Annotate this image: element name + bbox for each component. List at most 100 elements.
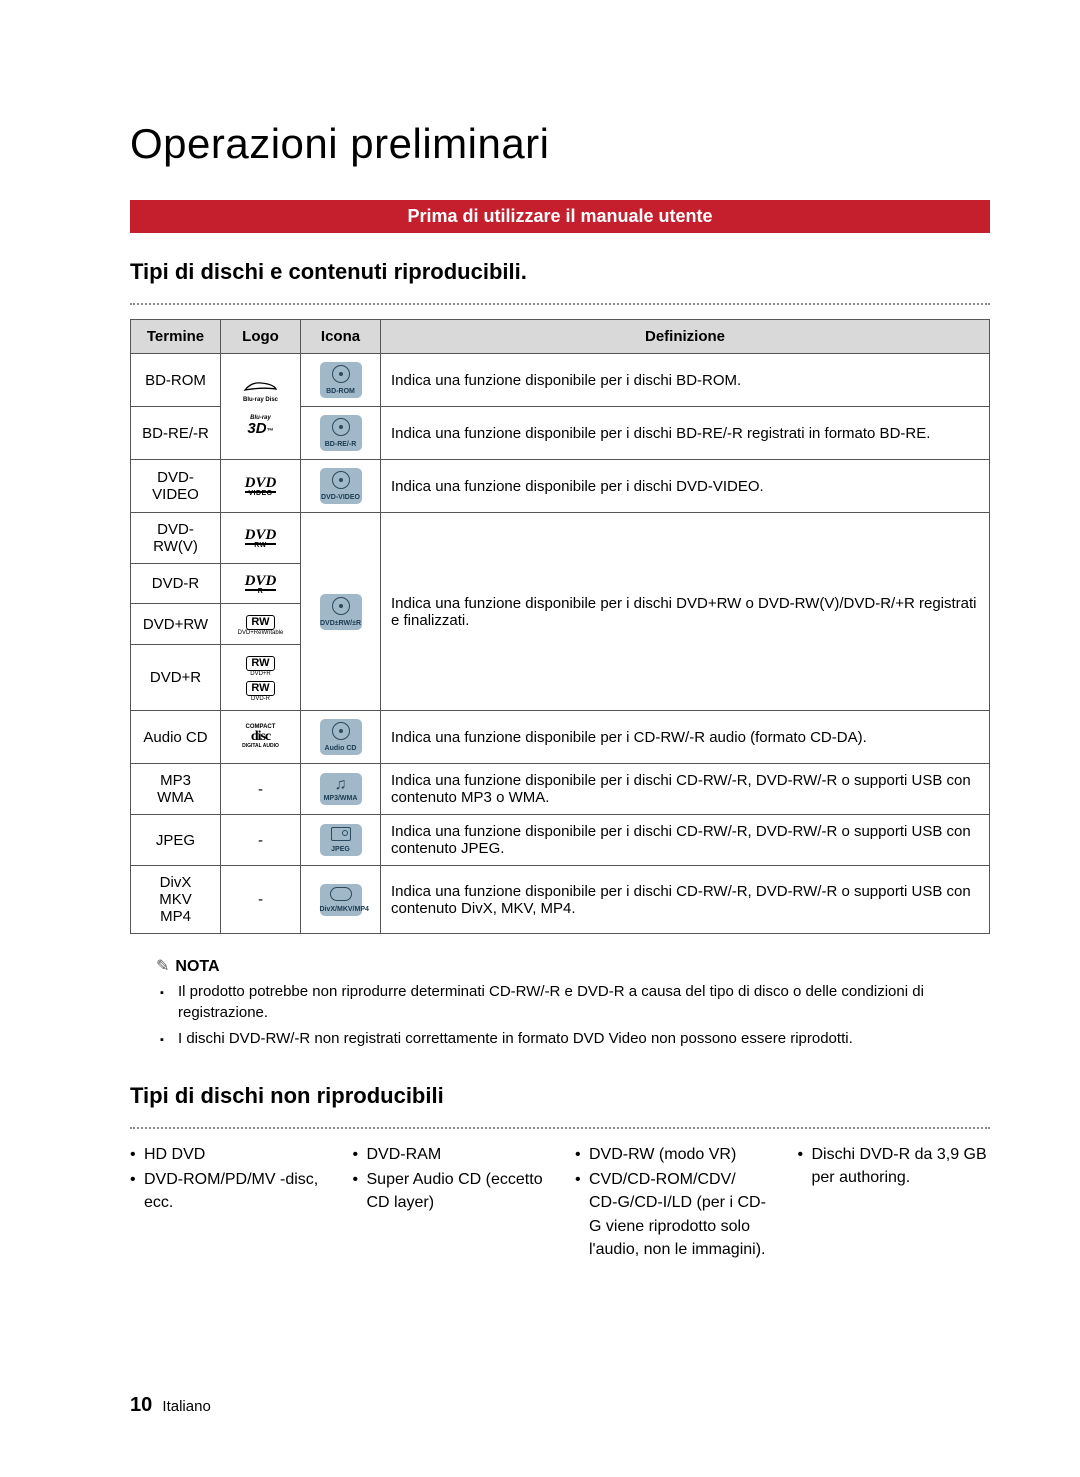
nota-item: I dischi DVD-RW/-R non registrati corret… — [178, 1029, 990, 1049]
bluray-logo: Blu-ray Disc — [243, 376, 279, 403]
cell-logo-dvdvideo: DVDVIDEO — [221, 460, 301, 513]
list-item: DVD-RW (modo VR) — [575, 1143, 768, 1166]
cell-def: Indica una funzione disponibile per i di… — [381, 513, 990, 711]
footer-language: Italiano — [162, 1398, 210, 1415]
cell-logo: - — [221, 815, 301, 866]
cell-term: DVD+RW — [131, 604, 221, 645]
list-item: DVD-RAM — [353, 1143, 546, 1166]
nonplayable-columns: HD DVD DVD-ROM/PD/MV -disc, ecc. DVD-RAM… — [130, 1143, 990, 1263]
cell-term: BD-RE/-R — [131, 407, 221, 460]
list-item: Dischi DVD-R da 3,9 GB per authoring. — [798, 1143, 991, 1189]
nonplayable-col: DVD-RW (modo VR) CVD/CD-ROM/CDV/ CD-G/CD… — [575, 1143, 768, 1263]
nonplayable-col: DVD-RAM Super Audio CD (eccetto CD layer… — [353, 1143, 546, 1263]
rw-logo-sub: DVD-R — [231, 696, 290, 702]
icon-label: DVD±RW/±R — [320, 620, 362, 627]
cell-term: JPEG — [131, 815, 221, 866]
cell-def: Indica una funzione disponibile per i CD… — [381, 711, 990, 764]
cd-logo: COMPACT disc DIGITAL AUDIO — [242, 724, 279, 749]
dotted-separator — [130, 303, 990, 305]
dvd-logo-sub: R — [231, 589, 290, 595]
cd-logo-bot: DIGITAL AUDIO — [242, 744, 279, 749]
dvd-logo-text: DVD — [245, 475, 277, 491]
cell-icon: BD-RE/-R — [301, 407, 381, 460]
th-icon: Icona — [301, 320, 381, 354]
cell-logo-dvdrw: DVDRW — [221, 513, 301, 564]
table-row: BD-ROM Blu-ray Disc Blu-ray 3D™ BD-ROM I… — [131, 354, 990, 407]
video-icon: DivX/MKV/MP4 — [320, 884, 362, 916]
table-row: DVD-VIDEO DVDVIDEO DVD-VIDEO Indica una … — [131, 460, 990, 513]
red-bar: Prima di utilizzare il manuale utente — [130, 200, 990, 233]
cell-term: Audio CD — [131, 711, 221, 764]
rw-logo: RW — [246, 656, 274, 671]
icon-label: DivX/MKV/MP4 — [320, 906, 362, 913]
table-row: DivX MKV MP4 - DivX/MKV/MP4 Indica una f… — [131, 866, 990, 934]
icon-label: MP3/WMA — [320, 795, 362, 802]
cell-logo-bluray: Blu-ray Disc Blu-ray 3D™ — [221, 354, 301, 460]
dvd-logo-text: DVD — [245, 527, 277, 543]
page-number: 10 — [130, 1394, 152, 1416]
cell-def: Indica una funzione disponibile per i di… — [381, 460, 990, 513]
icon-label: BD-ROM — [320, 388, 362, 395]
bluray3d-text: 3D — [247, 420, 266, 437]
list-item: DVD-ROM/PD/MV -disc, ecc. — [130, 1168, 323, 1214]
rw-logo: RW — [246, 615, 274, 630]
nota-item: Il prodotto potrebbe non riprodurre dete… — [178, 982, 990, 1023]
rw-logo-sub: DVD+R — [231, 671, 290, 677]
rw-logo: RW — [246, 681, 274, 696]
th-logo: Logo — [221, 320, 301, 354]
cell-term: DVD-VIDEO — [131, 460, 221, 513]
nonplayable-col: Dischi DVD-R da 3,9 GB per authoring. — [798, 1143, 991, 1263]
cell-icon: DVD±RW/±R — [301, 513, 381, 711]
icon-label: Audio CD — [320, 745, 362, 752]
cd-logo-mid: disc — [251, 729, 270, 744]
footer: 10 Italiano — [130, 1394, 211, 1417]
cell-logo-cd: COMPACT disc DIGITAL AUDIO — [221, 711, 301, 764]
cell-logo: - — [221, 866, 301, 934]
dvd-logo-sub: RW — [231, 543, 290, 549]
dvd-logo-sub: VIDEO — [231, 491, 290, 497]
disc-icon: Audio CD — [320, 719, 362, 755]
cell-def: Indica una funzione disponibile per i di… — [381, 764, 990, 815]
icon-label: JPEG — [320, 846, 362, 853]
dotted-separator — [130, 1127, 990, 1129]
cell-logo: - — [221, 764, 301, 815]
page-title: Operazioni preliminari — [130, 120, 990, 168]
th-term: Termine — [131, 320, 221, 354]
bluray-logo-sub: Blu-ray Disc — [243, 397, 279, 403]
bluray3d-logo: Blu-ray 3D™ — [247, 415, 273, 436]
cell-icon: JPEG — [301, 815, 381, 866]
th-def: Definizione — [381, 320, 990, 354]
section-playable-title: Tipi di dischi e contenuti riproducibili… — [130, 259, 990, 285]
disc-icon: DVD±RW/±R — [320, 594, 362, 630]
cell-icon: BD-ROM — [301, 354, 381, 407]
nota-block: NOTA Il prodotto potrebbe non riprodurre… — [156, 956, 990, 1049]
cell-logo-dvdprw: RW DVD+ReWritable — [221, 604, 301, 645]
list-item: HD DVD — [130, 1143, 323, 1166]
cell-term: MP3 WMA — [131, 764, 221, 815]
picture-icon: JPEG — [320, 824, 362, 856]
disc-table: Termine Logo Icona Definizione BD-ROM Bl… — [130, 319, 990, 934]
disc-icon: DVD-VIDEO — [320, 468, 362, 504]
cell-icon: DVD-VIDEO — [301, 460, 381, 513]
list-item: Super Audio CD (eccetto CD layer) — [353, 1168, 546, 1214]
cell-icon: ♫MP3/WMA — [301, 764, 381, 815]
table-row: Audio CD COMPACT disc DIGITAL AUDIO Audi… — [131, 711, 990, 764]
icon-label: DVD-VIDEO — [320, 494, 362, 501]
dvd-logo-text: DVD — [245, 573, 277, 589]
cell-term: BD-ROM — [131, 354, 221, 407]
cell-def: Indica una funzione disponibile per i di… — [381, 866, 990, 934]
table-row: JPEG - JPEG Indica una funzione disponib… — [131, 815, 990, 866]
cell-term: DivX MKV MP4 — [131, 866, 221, 934]
section-nonplayable-title: Tipi di dischi non riproducibili — [130, 1083, 990, 1109]
cell-term: DVD-R — [131, 564, 221, 604]
dvd-logo: DVDRW — [231, 527, 290, 549]
cell-def: Indica una funzione disponibile per i di… — [381, 354, 990, 407]
table-header-row: Termine Logo Icona Definizione — [131, 320, 990, 354]
nota-heading: NOTA — [156, 956, 990, 976]
dvd-logo: DVDVIDEO — [231, 475, 290, 497]
nota-list: Il prodotto potrebbe non riprodurre dete… — [156, 982, 990, 1049]
cell-def: Indica una funzione disponibile per i di… — [381, 407, 990, 460]
dvd-logo: DVDR — [231, 573, 290, 595]
cell-icon: Audio CD — [301, 711, 381, 764]
list-item: CVD/CD-ROM/CDV/ CD-G/CD-I/LD (per i CD-G… — [575, 1168, 768, 1261]
